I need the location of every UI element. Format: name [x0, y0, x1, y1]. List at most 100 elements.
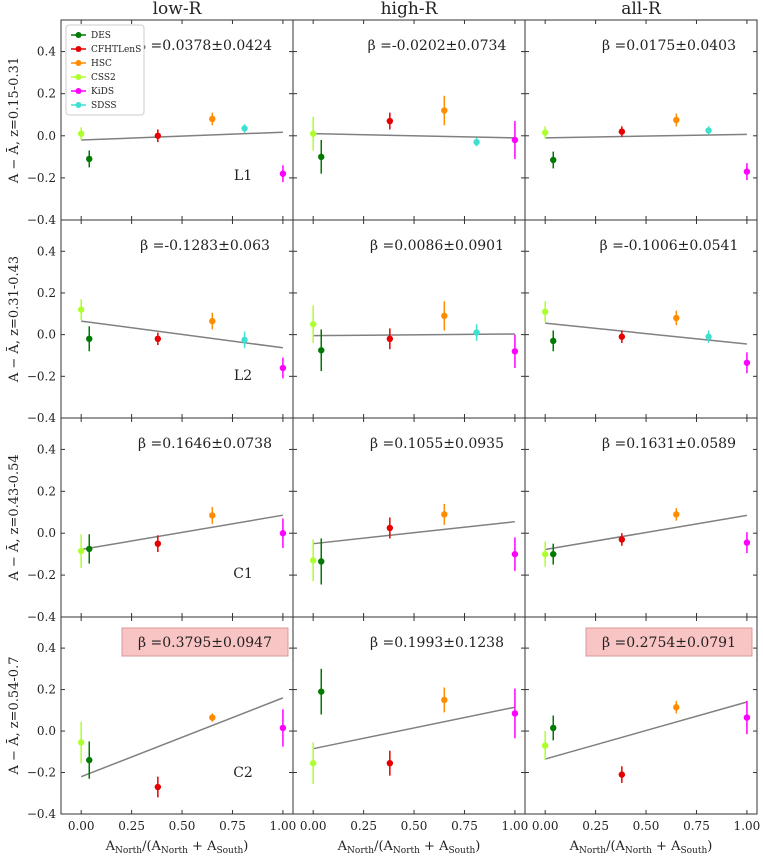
y-tick-label: −0.2 [27, 171, 56, 185]
data-point-KiDS [279, 170, 287, 177]
fit-line [313, 520, 515, 545]
y-tick-label: −0.4 [27, 411, 57, 425]
data-point-DES [86, 155, 93, 163]
x-axis-label-part: /(A [374, 839, 393, 854]
data-point-HSC [673, 511, 680, 518]
y-tick-label: 0.4 [37, 641, 56, 655]
fit-line [313, 333, 515, 337]
y-tick-label: 0.2 [37, 87, 56, 101]
fit-line [81, 514, 284, 551]
y-tick-label: −0.4 [27, 807, 57, 821]
beta-annotation: β =-0.0202±0.0734 [368, 38, 507, 54]
fit-line [545, 322, 747, 345]
fit-line [80, 697, 284, 778]
data-point-CSS2 [309, 759, 317, 767]
legend-swatch-marker [75, 102, 82, 108]
data-point-KiDS [511, 348, 519, 355]
y-tick-label: −0.4 [27, 213, 57, 227]
data-point-SDSS [705, 127, 712, 134]
panel-label-L1: L1 [234, 168, 252, 184]
x-tick-label: 0.50 [633, 819, 660, 833]
x-tick-label: 0.25 [118, 819, 145, 833]
legend-entry-SDSS: SDSS [91, 101, 117, 111]
x-axis-label-part: + A [652, 839, 681, 854]
x-axis-label-part: + A [420, 839, 449, 854]
data-point-SDSS [241, 125, 248, 132]
data-point-KiDS [743, 714, 751, 721]
data-point-HSC [209, 512, 216, 519]
y-tick-label: −0.2 [27, 568, 56, 582]
legend-swatch-marker [75, 88, 82, 94]
x-tick-label: 0.75 [683, 819, 710, 833]
data-point-CSS2 [541, 742, 549, 749]
beta-highlight-box [585, 627, 753, 657]
data-point-KiDS [743, 539, 751, 546]
fit-line [545, 133, 747, 139]
data-point-HSC [441, 107, 448, 114]
x-axis-label-part: A [569, 839, 580, 854]
data-point-CFHTLenS [618, 128, 626, 135]
y-tick-label: 0.0 [37, 526, 56, 540]
data-point-HSC [673, 314, 680, 322]
row-ylabel: A − Ā, z=0.54-0.7 [6, 657, 22, 776]
panel-r1-c2: β =-0.0202±0.0734 [292, 19, 526, 221]
data-point-HSC [209, 115, 216, 123]
data-point-KiDS [511, 550, 519, 558]
x-axis-label-subscript: South [680, 846, 707, 856]
beta-annotation: β =-0.1006±0.0541 [600, 238, 739, 254]
y-tick-label: 0.2 [37, 683, 56, 697]
y-tick-label: −0.2 [27, 369, 56, 383]
fit-line [313, 706, 516, 750]
data-point-DES [318, 153, 325, 161]
data-point-DES [550, 156, 557, 164]
data-point-CSS2 [77, 547, 85, 555]
x-tick-label: 1.00 [734, 819, 761, 833]
data-point-CFHTLenS [618, 771, 626, 778]
fit-line [81, 131, 283, 141]
beta-highlight-box [121, 627, 289, 657]
data-point-KiDS [279, 530, 287, 537]
x-axis-label-part: ) [707, 839, 712, 854]
data-point-KiDS [279, 364, 287, 372]
x-tick-label: 0.00 [300, 819, 327, 833]
data-point-HSC [441, 696, 448, 704]
legend-entry-DES: DES [91, 31, 111, 41]
row-ylabel: A − Ā, z=0.43-0.54 [6, 454, 22, 581]
data-point-SDSS [705, 333, 712, 340]
x-axis-label: ANorth/(ANorth + ASouth) [105, 839, 249, 856]
x-tick-label: 0.50 [169, 819, 196, 833]
y-tick-label: 0.0 [37, 328, 56, 342]
data-point-DES [318, 558, 325, 565]
legend: DES CFHTLenS HSC CSS2 KiDS SDSS [65, 24, 145, 116]
x-tick-label: 1.00 [270, 819, 297, 833]
x-axis-label-subscript: North [625, 846, 652, 856]
x-axis-label-subscript: North [347, 846, 374, 856]
panel-r2-c1: β =-0.1283±0.063 −0.4 −0.2 0.0 0.2 0.4 [27, 219, 294, 425]
data-point-DES [550, 550, 557, 558]
data-point-DES [318, 688, 325, 695]
data-point-CFHTLenS [154, 335, 162, 342]
x-axis-label-part: ) [243, 839, 248, 854]
x-tick-label: 1.00 [502, 819, 529, 833]
y-tick-label: 0.4 [37, 45, 56, 59]
data-point-CSS2 [309, 321, 317, 328]
data-point-CSS2 [77, 739, 85, 746]
data-point-KiDS [511, 136, 519, 144]
data-point-CFHTLenS [386, 335, 394, 342]
y-tick-label: 0.2 [37, 484, 56, 498]
x-tick-label: 0.25 [582, 819, 609, 833]
beta-annotation: β =0.3795±0.0947 [138, 635, 272, 651]
x-axis-label-subscript: South [216, 846, 243, 856]
column-title-high-R: high-R [381, 0, 439, 19]
y-tick-label: −0.4 [27, 610, 57, 624]
legend-entry-KiDS: KiDS [91, 87, 114, 97]
panel-label-C2: C2 [233, 765, 253, 781]
x-axis-label-part: A [337, 839, 348, 854]
y-tick-label: 0.2 [37, 286, 56, 300]
beta-annotation: β =0.2754±0.0791 [602, 635, 736, 651]
panel-r2-c2: β =0.0086±0.0901 [292, 219, 526, 419]
beta-annotation: β =0.0086±0.0901 [370, 238, 504, 254]
row-ylabel: A − Ā, z=0.15-0.31 [6, 57, 22, 184]
legend-swatch-marker [75, 32, 82, 38]
data-point-CSS2 [77, 306, 85, 313]
